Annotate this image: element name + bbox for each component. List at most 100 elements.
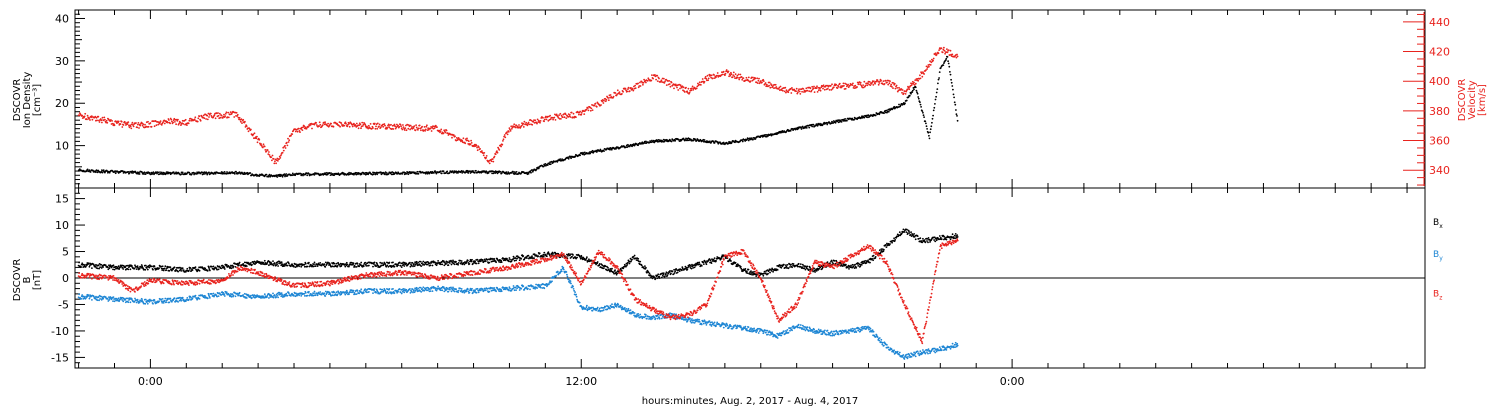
- velocity-point: [798, 90, 801, 93]
- velocity-point: [414, 129, 417, 132]
- density-point: [148, 172, 151, 174]
- velocity-point: [84, 112, 87, 115]
- velocity-point: [552, 118, 554, 121]
- bx-point: [122, 268, 125, 270]
- bx-point: [108, 267, 111, 270]
- bx-point: [102, 266, 105, 268]
- velocity-point: [779, 85, 782, 88]
- bx-point: [245, 265, 248, 267]
- velocity-tick-label: 420: [1429, 46, 1450, 59]
- velocity-point: [673, 87, 675, 90]
- bx-point: [331, 265, 334, 268]
- velocity-point: [956, 53, 958, 56]
- velocity-point: [831, 83, 833, 86]
- velocity-point: [91, 118, 94, 121]
- velocity-point: [612, 95, 615, 98]
- velocity-point: [373, 122, 376, 125]
- density-point: [925, 125, 928, 128]
- bx-point: [898, 231, 901, 234]
- bx-point: [189, 267, 192, 269]
- bx-point: [355, 266, 358, 268]
- velocity-point: [607, 97, 610, 99]
- bx-point: [854, 263, 856, 266]
- velocity-point: [242, 118, 245, 121]
- density-point: [950, 81, 953, 84]
- density-point: [265, 173, 268, 176]
- velocity-point: [287, 141, 290, 143]
- bx-point: [913, 233, 915, 235]
- density-point: [330, 172, 332, 175]
- velocity-point: [756, 77, 759, 80]
- density-point: [88, 169, 91, 172]
- density-point: [513, 173, 516, 176]
- bx-point: [308, 261, 310, 264]
- bx-point: [313, 263, 315, 266]
- velocity-point: [130, 127, 133, 130]
- bx-point: [750, 270, 752, 272]
- velocity-point: [935, 53, 938, 56]
- velocity-point: [873, 80, 875, 83]
- velocity-point: [490, 160, 493, 163]
- velocity-point: [126, 123, 129, 125]
- density-point: [546, 164, 549, 167]
- velocity-point: [409, 124, 412, 127]
- bx-point: [78, 261, 80, 264]
- velocity-point: [386, 127, 389, 129]
- density-point: [440, 172, 443, 175]
- velocity-point: [513, 123, 516, 126]
- bx-point: [336, 265, 339, 267]
- bx-point: [662, 272, 665, 274]
- bx-point: [285, 262, 288, 265]
- bx-point: [160, 267, 163, 270]
- density-point: [233, 173, 236, 175]
- velocity-point: [494, 153, 497, 156]
- velocity-point: [284, 147, 287, 149]
- velocity-point: [268, 151, 270, 153]
- bx-point: [380, 264, 383, 267]
- bx-point: [124, 266, 127, 269]
- bx-point: [333, 262, 336, 265]
- bx-point: [586, 256, 588, 258]
- velocity-point: [205, 118, 208, 120]
- bx-point: [664, 275, 666, 278]
- bx-point: [112, 264, 115, 267]
- velocity-point: [433, 127, 436, 130]
- bx-point: [194, 266, 197, 268]
- velocity-point: [488, 162, 491, 165]
- velocity-point: [724, 72, 727, 75]
- velocity-point: [721, 73, 724, 76]
- density-point: [933, 106, 936, 109]
- velocity-point: [147, 125, 150, 128]
- velocity-point: [563, 116, 566, 119]
- density-point: [949, 71, 951, 73]
- density-point: [579, 154, 581, 157]
- velocity-point: [528, 123, 531, 126]
- velocity-point: [569, 116, 572, 118]
- velocity-point: [890, 83, 893, 86]
- velocity-point: [737, 77, 739, 79]
- bx-point: [908, 230, 910, 233]
- bx-point: [373, 261, 376, 264]
- velocity-point: [86, 114, 89, 117]
- bx-point: [411, 262, 414, 264]
- bx-point: [633, 254, 636, 257]
- density-point: [942, 64, 945, 66]
- density-point: [461, 172, 464, 174]
- velocity-point: [348, 125, 351, 128]
- velocity-point: [169, 122, 172, 125]
- velocity-point: [417, 127, 420, 130]
- velocity-point: [835, 83, 838, 86]
- density-point: [928, 137, 931, 140]
- density-point: [929, 128, 932, 131]
- bx-point: [889, 243, 891, 245]
- bx-point: [99, 266, 101, 269]
- velocity-point: [120, 120, 123, 123]
- bx-point: [476, 258, 479, 261]
- velocity-point: [492, 160, 495, 163]
- bx-point: [449, 262, 451, 264]
- velocity-point: [727, 70, 730, 73]
- density-point: [446, 170, 449, 173]
- velocity-point: [856, 86, 858, 88]
- velocity-point: [196, 120, 199, 123]
